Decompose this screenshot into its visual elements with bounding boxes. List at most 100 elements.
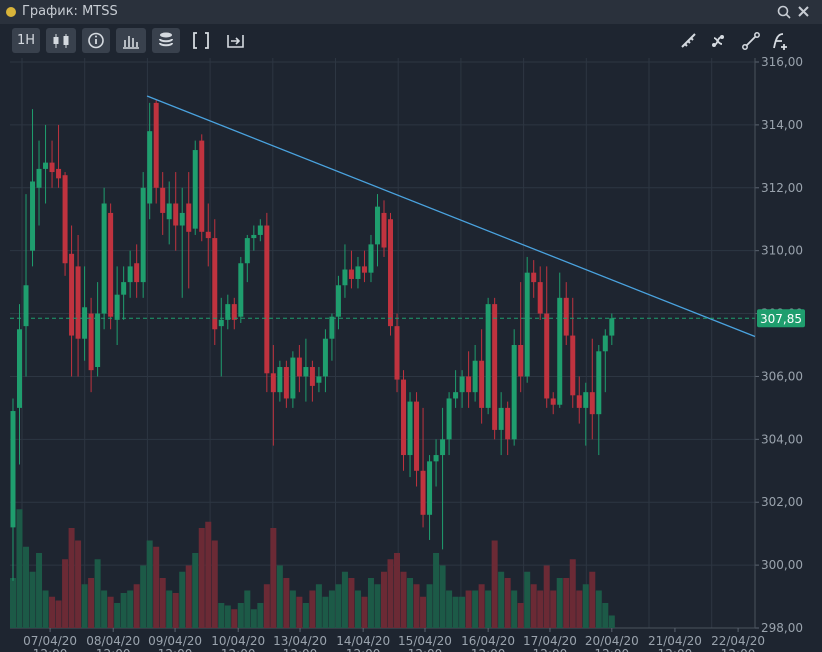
volume-bar bbox=[452, 596, 459, 628]
candle-body bbox=[153, 102, 159, 188]
candle-body bbox=[101, 203, 107, 314]
candle-body bbox=[433, 455, 439, 462]
last-price-box bbox=[757, 309, 805, 328]
x-tick-time: 12:00 bbox=[408, 647, 443, 652]
candle-body bbox=[348, 269, 354, 279]
volume-bar bbox=[88, 578, 95, 628]
volume-bar bbox=[524, 571, 531, 628]
volume-bar bbox=[407, 578, 414, 628]
volume-bar bbox=[114, 603, 121, 628]
candle-body bbox=[251, 234, 257, 239]
candle-body bbox=[82, 307, 88, 339]
volume-bar bbox=[361, 596, 368, 628]
candle-body bbox=[140, 187, 146, 283]
candle-body bbox=[602, 335, 608, 352]
volume-bar bbox=[582, 584, 589, 628]
candle-body bbox=[309, 367, 315, 386]
candle-body bbox=[95, 313, 101, 368]
candle-body bbox=[479, 360, 485, 408]
volume-bar bbox=[563, 578, 570, 628]
volume-bar bbox=[55, 600, 62, 628]
candle-body bbox=[388, 219, 394, 327]
y-tick-label: 304,00 bbox=[761, 432, 803, 446]
volume-bar bbox=[270, 528, 277, 628]
candle-body bbox=[355, 266, 361, 279]
candle-body bbox=[88, 313, 94, 371]
x-tick-time: 12:00 bbox=[96, 647, 131, 652]
candle-body bbox=[537, 282, 543, 314]
candle-body bbox=[186, 203, 192, 232]
volume-bar bbox=[146, 540, 153, 628]
interval-button[interactable]: 1H bbox=[12, 28, 40, 53]
x-tick-label: 07/04/20 bbox=[23, 634, 77, 648]
candle-body bbox=[440, 439, 446, 456]
candle-body bbox=[277, 367, 283, 393]
volume-bar bbox=[354, 590, 361, 628]
volume-bar bbox=[478, 584, 485, 628]
volume-bar bbox=[602, 603, 609, 628]
volume-bar bbox=[172, 593, 179, 628]
candle-body bbox=[56, 168, 62, 179]
candle-body bbox=[257, 225, 263, 235]
x-tick-time: 12:00 bbox=[221, 647, 256, 652]
x-tick-time: 12:00 bbox=[658, 647, 693, 652]
candle-body bbox=[531, 272, 537, 283]
view-buttons[interactable] bbox=[190, 30, 250, 52]
x-tick-label: 10/04/20 bbox=[211, 634, 265, 648]
candle-body bbox=[75, 266, 81, 339]
x-tick-time: 12:00 bbox=[158, 647, 193, 652]
volume-bar bbox=[107, 596, 114, 628]
volume-bar bbox=[244, 590, 251, 628]
drawing-tools[interactable] bbox=[676, 30, 796, 52]
window-title: График: MTSS bbox=[22, 4, 118, 19]
volume-bar bbox=[49, 596, 56, 628]
volume-bar bbox=[498, 571, 505, 628]
status-dot bbox=[6, 7, 16, 17]
candle-body bbox=[264, 225, 270, 374]
volume-bar bbox=[394, 553, 401, 628]
volume-bar bbox=[439, 565, 446, 628]
data-button[interactable] bbox=[152, 28, 180, 53]
volume-bar bbox=[250, 609, 257, 628]
y-tick-label: 312,00 bbox=[761, 181, 803, 195]
volume-bar bbox=[589, 571, 596, 628]
candle-body bbox=[36, 168, 42, 188]
candle-body bbox=[414, 401, 420, 471]
volume-bar bbox=[289, 590, 296, 628]
volume-bar bbox=[374, 584, 381, 628]
candle-body bbox=[505, 407, 511, 440]
candle-body bbox=[589, 392, 595, 415]
volume-bar bbox=[367, 578, 374, 628]
volume-bar bbox=[29, 571, 36, 628]
volume-bar bbox=[530, 584, 537, 628]
volume-bar bbox=[23, 546, 30, 628]
candle-body bbox=[62, 175, 68, 264]
candle-body bbox=[244, 238, 250, 264]
window-controls[interactable] bbox=[776, 4, 818, 20]
volume-bar bbox=[218, 603, 225, 628]
candle-body bbox=[427, 461, 433, 515]
chart-type-button[interactable] bbox=[46, 28, 76, 53]
volume-bar bbox=[81, 584, 88, 628]
volume-bar bbox=[608, 615, 615, 628]
candle-body bbox=[49, 162, 55, 173]
candle-body bbox=[466, 376, 472, 393]
candle-body bbox=[609, 318, 615, 336]
volume-bar bbox=[257, 603, 264, 628]
y-tick-label: 314,00 bbox=[761, 118, 803, 132]
candle-body bbox=[596, 351, 602, 415]
volume-bar bbox=[413, 584, 420, 628]
x-tick-time: 12:00 bbox=[346, 647, 381, 652]
candle-body bbox=[296, 357, 302, 377]
volume-bar bbox=[446, 590, 453, 628]
candle-body bbox=[394, 326, 400, 380]
volume-bar bbox=[62, 559, 69, 628]
volume-bar bbox=[101, 590, 108, 628]
volume-bar bbox=[192, 553, 199, 628]
volume-bar bbox=[127, 590, 134, 628]
indicators-button[interactable] bbox=[116, 28, 146, 53]
info-button[interactable] bbox=[82, 28, 110, 53]
x-tick-time: 12:00 bbox=[33, 647, 68, 652]
candle-body bbox=[160, 187, 166, 213]
candle-body bbox=[218, 319, 224, 327]
